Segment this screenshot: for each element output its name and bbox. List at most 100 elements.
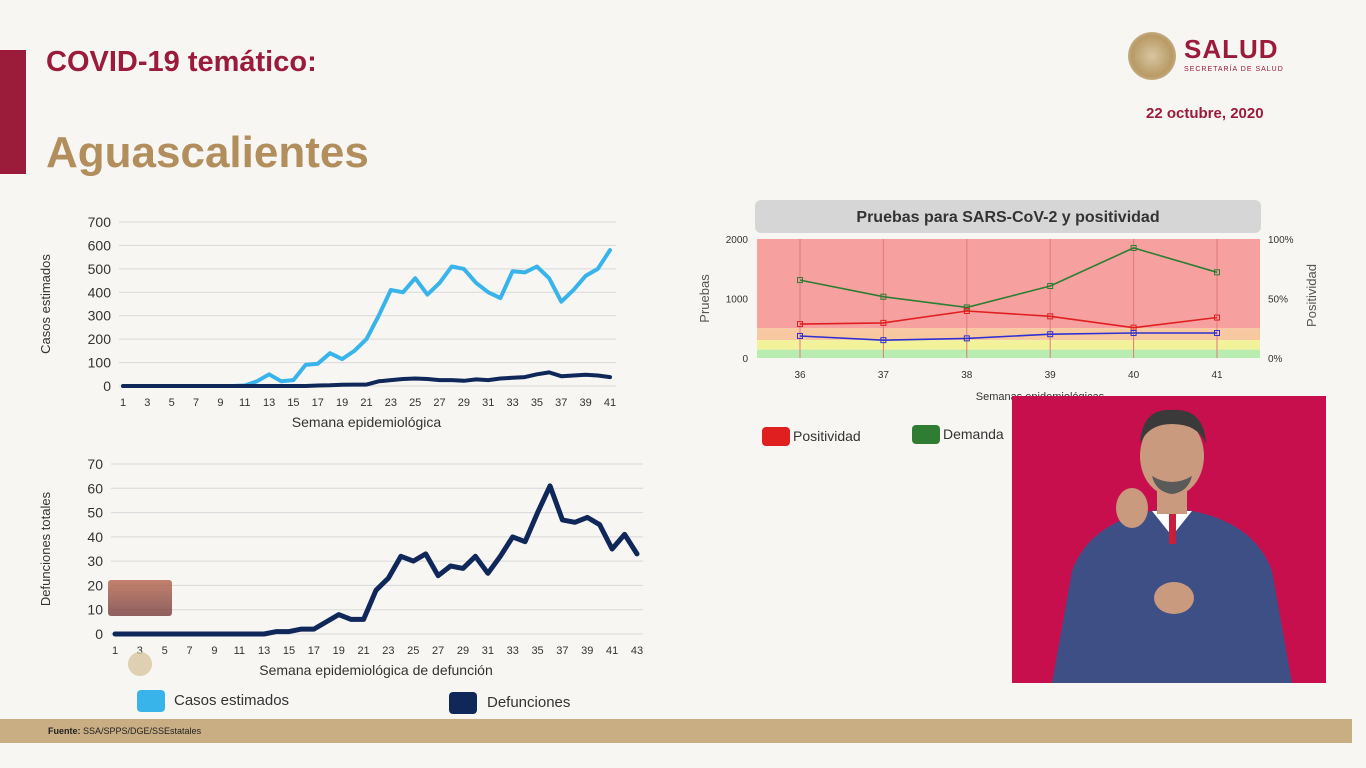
x-tick-label: 39 [1045,370,1057,381]
report-date: 22 octubre, 2020 [1146,105,1264,122]
footer-bar: Fuente: SSA/SPPS/DGE/SSEstatales [0,719,1352,743]
series-line-demanda [799,247,1218,309]
x-tick-label: 19 [336,397,348,409]
x-tick-label: 40 [1128,370,1140,381]
x-tick-label: 37 [556,645,568,657]
series-line-defunciones [121,370,612,388]
chart-title-bar [755,200,1261,233]
x-tick-label: 39 [580,397,592,409]
national-seal-icon [1128,32,1176,80]
x-tick-label: 7 [187,645,193,657]
salud-logo: SALUD SECRETARÍA DE SALUD [1128,30,1308,84]
y-tick-label: 200 [88,331,112,347]
data-point-positividad [1047,313,1054,320]
y2-tick-label: 50% [1268,295,1288,306]
x-tick-label: 15 [283,645,295,657]
x-tick-label: 27 [433,397,445,409]
x-tick-label: 29 [457,645,469,657]
x-tick-label: 29 [458,397,470,409]
data-point-pruebas [797,332,803,339]
x-tick-label: 38 [961,370,973,381]
x-tick-label: 1 [120,397,126,409]
x-axis-label: Semana epidemiológica de defunción [259,662,493,678]
data-point-pruebas [880,337,887,344]
x-tick-label: 36 [794,370,806,381]
y-tick-label: 0 [95,626,103,642]
series-line-defunciones [112,483,640,637]
x-tick-label: 21 [360,397,372,409]
data-point-pruebas [963,335,970,342]
x-tick-label: 31 [482,397,494,409]
interpreter-figure [1052,409,1292,683]
y-tick-label: 700 [88,214,112,230]
footer-source: Fuente: SSA/SPPS/DGE/SSEstatales [48,726,201,736]
sign-language-interpreter-video [1012,396,1326,683]
x-tick-label: 9 [217,397,223,409]
legend-swatch-positividad [762,427,790,446]
y-tick-label: 20 [87,577,103,593]
band-green [757,349,1260,358]
x-tick-label: 41 [606,645,618,657]
y-tick-label: 60 [87,480,103,496]
data-point-positividad [797,321,803,328]
series-line-casos-estimados [121,248,612,388]
y-tick-label: 70 [87,456,103,472]
x-tick-label: 23 [385,397,397,409]
x-tick-label: 33 [507,645,519,657]
y-tick-label: 2000 [726,235,749,246]
data-point-demanda [1130,244,1137,251]
y-tick-label: 50 [87,505,103,521]
x-tick-label: 41 [604,397,616,409]
pruebas-chart: Pruebas para SARS-CoV-2 y positividad 0 0%… [697,200,1319,403]
x-tick-label: 43 [631,645,643,657]
x-tick-label: 37 [878,370,890,381]
x-tick-label: 35 [531,645,543,657]
legend-label-casos: Casos estimados [174,692,290,709]
x-tick-label: 11 [234,645,245,657]
y-tick-label: 0 [103,378,111,394]
title-accent-bar [0,50,26,174]
x-tick-label: 21 [357,645,369,657]
x-tick-label: 15 [287,397,299,409]
y-tick-label: 400 [88,284,112,300]
x-tick-label: 25 [409,397,421,409]
x-tick-label: 11 [239,397,250,409]
y-tick-label: 300 [88,308,112,324]
x-tick-label: 37 [555,397,567,409]
region-title: Aguascalientes [46,128,369,177]
data-point-demanda [797,277,803,284]
series-line-pruebas [799,332,1217,342]
x-tick-label: 1 [112,645,118,657]
x-tick-label: 7 [193,397,199,409]
x-tick-label: 3 [137,645,143,657]
conmemorative-logo-icon [108,580,172,616]
legend-label-defunciones: Defunciones [487,694,571,711]
x-tick-label: 31 [482,645,494,657]
x-tick-label: 13 [263,397,275,409]
footer-source-label: Fuente: [48,726,81,736]
data-point-positividad [963,307,970,314]
y-tick-label: 1000 [726,295,749,306]
data-point-demanda [880,293,887,300]
x-tick-label: 35 [531,397,543,409]
legend-swatch-demanda [912,425,940,444]
brand-name: SALUD [1184,34,1279,64]
legend-label-positividad: Positividad [793,428,861,444]
page-title: COVID-19 temático: [46,46,317,78]
legend-swatch-casos [137,690,165,712]
y-tick-label: 10 [87,602,103,618]
data-point-pruebas [1047,331,1054,338]
x-tick-label: 33 [506,397,518,409]
x-tick-label: 5 [162,645,168,657]
data-point-positividad [880,319,887,326]
x-tick-label: 19 [333,645,345,657]
y-tick-label: 40 [87,529,103,545]
series-line-positividad [799,310,1218,329]
legend-label-demanda: Demanda [943,426,1004,442]
band-yellow [757,340,1260,350]
band-orange [757,328,1260,341]
y2-tick-label: 100% [1268,235,1294,246]
x-tick-label: 13 [258,645,270,657]
